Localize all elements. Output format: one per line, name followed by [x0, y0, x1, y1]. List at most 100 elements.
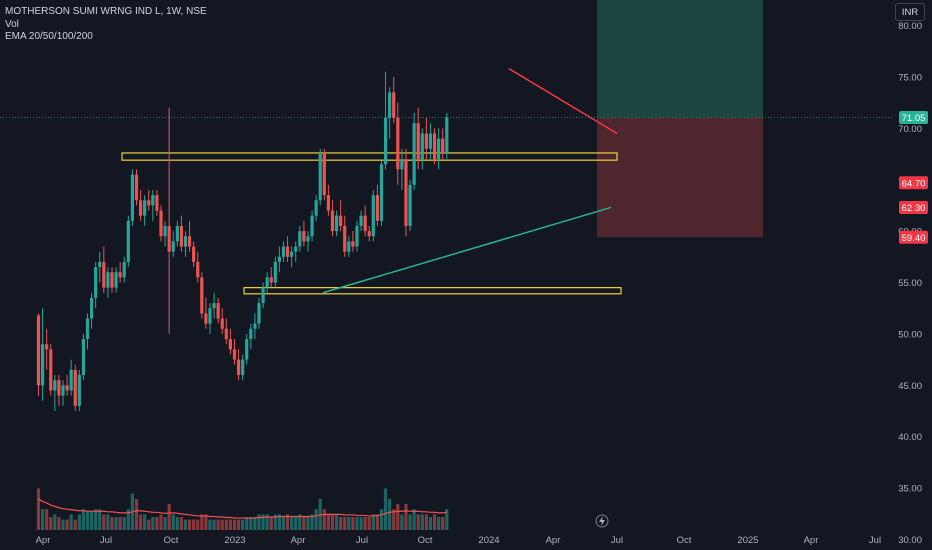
volume-bar: [330, 514, 335, 530]
volume-bar: [224, 519, 228, 530]
candle: [310, 210, 314, 242]
candle-body: [392, 92, 396, 119]
candle-body: [167, 225, 171, 252]
candle-body: [232, 349, 237, 360]
lightning-icon[interactable]: [595, 514, 609, 528]
x-axis-tick-label: 2025: [737, 535, 758, 546]
volume-bar: [69, 514, 73, 530]
candle: [363, 205, 367, 237]
candle-body: [437, 138, 441, 160]
volume-bar: [94, 509, 98, 530]
volume-bar: [163, 517, 167, 530]
candle-body: [265, 277, 269, 288]
candle: [98, 251, 102, 283]
volume-bar: [437, 517, 441, 530]
volume-bar: [428, 517, 433, 530]
volume-bar: [187, 519, 192, 530]
volume-bar: [232, 519, 237, 530]
candle-body: [85, 318, 90, 340]
candle: [285, 236, 290, 262]
volume-bar: [40, 509, 45, 530]
volume-bar: [228, 519, 233, 530]
volume-bar: [359, 517, 363, 530]
candle-body: [285, 246, 290, 257]
candle: [81, 333, 86, 381]
candle: [261, 282, 265, 309]
candle-body: [383, 118, 388, 165]
price-badge: 64.70: [899, 176, 928, 190]
candle-body: [375, 195, 379, 221]
descending-trendline: [508, 68, 618, 135]
candle-body: [334, 215, 339, 232]
volume-bar: [441, 517, 445, 530]
volume-bar: [310, 514, 314, 530]
y-axis-tick-label: 40.00: [898, 432, 922, 443]
candle: [241, 354, 245, 381]
candle-body: [412, 123, 416, 185]
price-badge: 62.30: [899, 200, 928, 214]
candle: [143, 195, 147, 226]
volume-bar: [138, 514, 143, 530]
volume-bar: [290, 517, 294, 530]
candle: [322, 148, 326, 201]
candle-body: [294, 246, 298, 252]
candle: [224, 318, 228, 345]
candle: [89, 292, 94, 329]
volume-bar: [212, 519, 216, 530]
volume-bar: [379, 509, 384, 530]
candle: [314, 195, 318, 221]
candle-body: [420, 133, 424, 160]
x-axis-tick-label: Jul: [100, 535, 112, 546]
candle-body: [196, 261, 200, 278]
candle: [114, 267, 118, 293]
candle-body: [126, 220, 130, 262]
candle: [277, 246, 281, 273]
candle-body: [36, 315, 41, 386]
candle: [290, 246, 294, 268]
volume-bar: [179, 517, 184, 530]
currency-button[interactable]: INR: [895, 3, 925, 21]
candle-body: [151, 195, 155, 206]
candle: [420, 128, 424, 170]
candle: [147, 189, 151, 211]
volume-bar: [334, 514, 339, 530]
x-axis-tick-label: Jul: [611, 535, 623, 546]
candle-body: [269, 277, 273, 283]
x-axis-tick-label: Jul: [869, 535, 881, 546]
candle: [73, 364, 77, 411]
price-badge-label: 64.70: [902, 178, 926, 189]
volume-bar: [241, 519, 245, 530]
candle-body: [408, 184, 412, 226]
volume-bar: [147, 519, 151, 530]
volume-indicator-label[interactable]: Vol: [5, 18, 19, 30]
volume-bar: [326, 514, 330, 530]
candle-body: [81, 339, 86, 376]
candle-body: [110, 272, 114, 288]
volume-bar: [106, 514, 110, 530]
candle: [232, 339, 237, 365]
candle-body: [298, 231, 302, 247]
candle: [49, 344, 53, 396]
candle: [416, 107, 420, 170]
volume-bar: [375, 514, 379, 530]
volume-bar: [388, 498, 392, 530]
volume-bar: [343, 517, 347, 530]
candle: [265, 272, 269, 293]
volume-bar: [183, 519, 188, 530]
candle-body: [89, 297, 94, 319]
candle: [334, 210, 339, 237]
volume-bar: [404, 504, 408, 530]
candle: [85, 313, 90, 350]
candle: [220, 308, 224, 334]
candle: [294, 241, 298, 262]
candle-body: [314, 200, 318, 216]
ema-indicator-label[interactable]: EMA 20/50/100/200: [5, 31, 93, 42]
volume-bar: [269, 517, 273, 530]
volume-bar: [208, 519, 212, 530]
volume-bar: [445, 509, 449, 530]
volume-bar: [400, 514, 404, 530]
volume-bar: [314, 509, 318, 530]
y-axis-tick-label: 70.00: [898, 124, 922, 135]
candle: [428, 123, 433, 160]
